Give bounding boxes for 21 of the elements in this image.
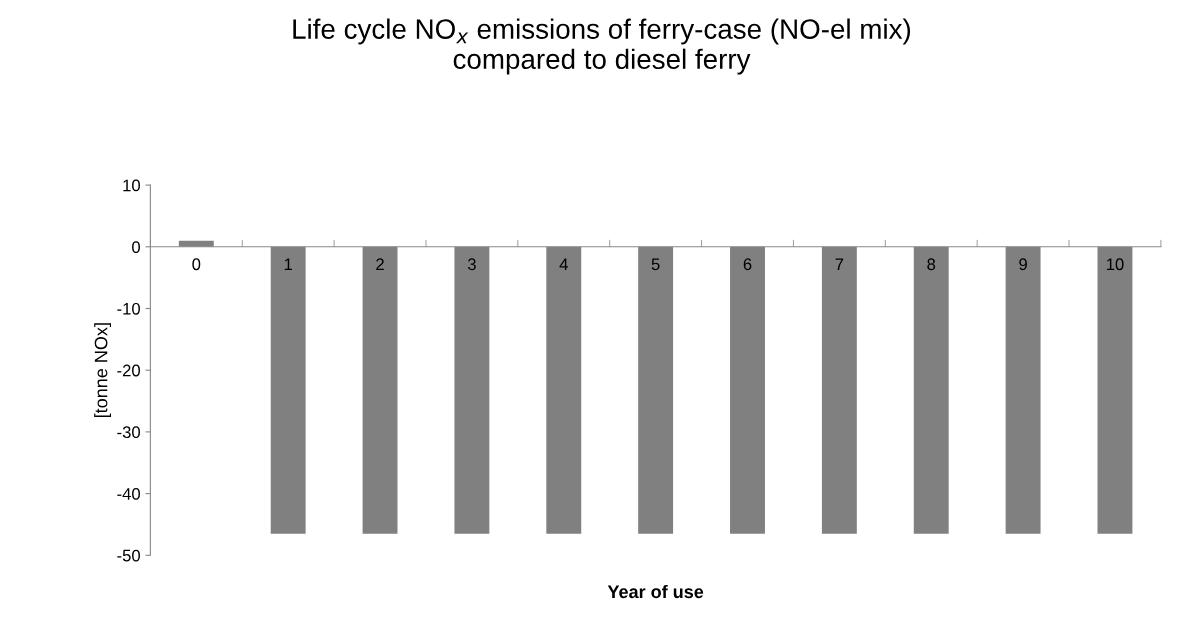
x-tick-label: 2 bbox=[376, 258, 384, 270]
y-tick-label: -40 bbox=[117, 488, 140, 500]
y-tick-label: 0 bbox=[132, 241, 140, 253]
y-tick-label: -30 bbox=[117, 426, 140, 439]
y-tick-label: -10 bbox=[117, 302, 140, 315]
x-tick-label: 9 bbox=[1019, 258, 1027, 271]
y-tick-label: 10 bbox=[123, 179, 140, 192]
x-tick-label: 7 bbox=[835, 258, 844, 270]
y-tick-label: -20 bbox=[117, 364, 140, 377]
y-axis-title: [tonne NOx] bbox=[94, 323, 112, 418]
x-tick-label: 4 bbox=[559, 258, 568, 270]
x-tick-label: 6 bbox=[743, 258, 752, 271]
x-tick-label: 3 bbox=[467, 258, 476, 271]
x-tick-label: 5 bbox=[651, 258, 660, 271]
x-tick-label: 0 bbox=[192, 258, 201, 271]
chart-title: Life cycle NO$_{x}$ emissions of ferry-case (NO-el mix) compared to diesel ferry bbox=[293, 18, 911, 75]
x-tick-label: 10 bbox=[1106, 258, 1124, 271]
x-tick-label: 8 bbox=[927, 258, 936, 271]
x-axis-title: Year of use bbox=[607, 584, 704, 599]
y-tick-label: -50 bbox=[117, 549, 140, 562]
x-tick-label: 1 bbox=[284, 258, 292, 270]
